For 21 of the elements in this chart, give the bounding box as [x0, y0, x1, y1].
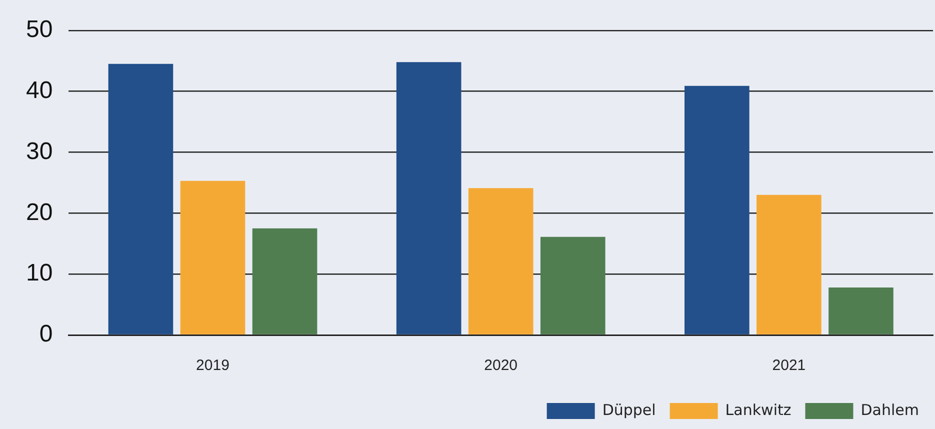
x-tick-label: 2021 — [772, 357, 806, 374]
bar — [180, 180, 246, 334]
bar — [396, 62, 462, 334]
y-tick-label: 50 — [26, 16, 53, 44]
bar — [252, 228, 318, 334]
legend-label: Düppel — [602, 400, 656, 419]
bar — [756, 194, 822, 334]
bar — [828, 287, 894, 334]
bar — [108, 64, 174, 334]
y-tick-label: 40 — [26, 76, 53, 104]
bar — [540, 236, 606, 334]
legend-label: Dahlem — [860, 400, 920, 419]
y-tick-label: 0 — [39, 320, 53, 348]
y-tick-label: 30 — [26, 138, 53, 165]
x-tick-label: 2020 — [484, 357, 518, 374]
y-tick-label: 20 — [26, 198, 53, 226]
x-tick-label: 2019 — [196, 357, 230, 374]
bar — [468, 188, 534, 334]
bar — [684, 86, 750, 334]
legend-label: Lankwitz — [725, 400, 792, 419]
y-tick-label: 10 — [26, 260, 53, 287]
